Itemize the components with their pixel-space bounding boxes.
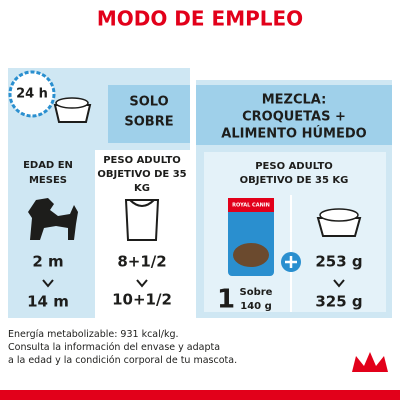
right-header: MEZCLA: <box>262 93 327 108</box>
arrow <box>42 279 54 288</box>
kibble-amount: 253 g <box>315 253 362 271</box>
clock-label: 24 h <box>16 87 48 102</box>
clock <box>8 70 56 118</box>
pouch-weight: 140 g <box>240 301 272 312</box>
age-header: MESES <box>29 175 67 186</box>
arrow <box>333 279 345 288</box>
pouch-count: 1 <box>217 285 235 315</box>
age-header: EDAD EN <box>23 160 73 171</box>
pouch-photo <box>233 243 269 267</box>
pouch-unit: Sobre <box>240 287 273 298</box>
age: 14 m <box>27 293 69 311</box>
kibble <box>319 208 359 222</box>
weight-header: PESO ADULTO <box>103 155 181 166</box>
bottom-bar <box>0 390 400 400</box>
pouch-band <box>228 198 274 212</box>
right-header-bg <box>196 85 392 145</box>
logo <box>352 352 388 372</box>
right-header: ALIMENTO HÚMEDO <box>221 126 366 142</box>
kibble <box>55 97 89 109</box>
dog-icon <box>28 198 78 240</box>
right-header: CROQUETAS + <box>242 110 346 125</box>
left-header-bg <box>108 85 190 143</box>
pouch-brand: ROYAL CANIN <box>232 203 270 209</box>
arrow <box>136 279 148 288</box>
amount: 8+1/2 <box>117 253 166 271</box>
left-header: SOLO <box>129 95 168 110</box>
weight-header: OBJETIVO DE 35 KG <box>240 175 349 186</box>
weight-header: OBJETIVO DE 35 <box>97 169 186 180</box>
weight-header: PESO ADULTO <box>255 161 333 172</box>
left-header: SOBRE <box>124 115 173 130</box>
footer-line: Consulta la información del envase y ada… <box>8 342 220 353</box>
footer-line: Energía metabolizable: 931 kcal/kg. <box>8 329 179 340</box>
title: MODO DE EMPLEO <box>97 7 303 31</box>
plus <box>285 256 297 268</box>
weight-header: KG <box>134 183 150 194</box>
pouch-icon <box>124 199 160 241</box>
kibble-amount: 325 g <box>315 293 362 311</box>
footer-line: a la edad y la condición corporal de tu … <box>8 355 237 366</box>
age: 2 m <box>32 253 63 271</box>
pouch-icon <box>129 199 155 207</box>
amount: 10+1/2 <box>112 291 172 309</box>
